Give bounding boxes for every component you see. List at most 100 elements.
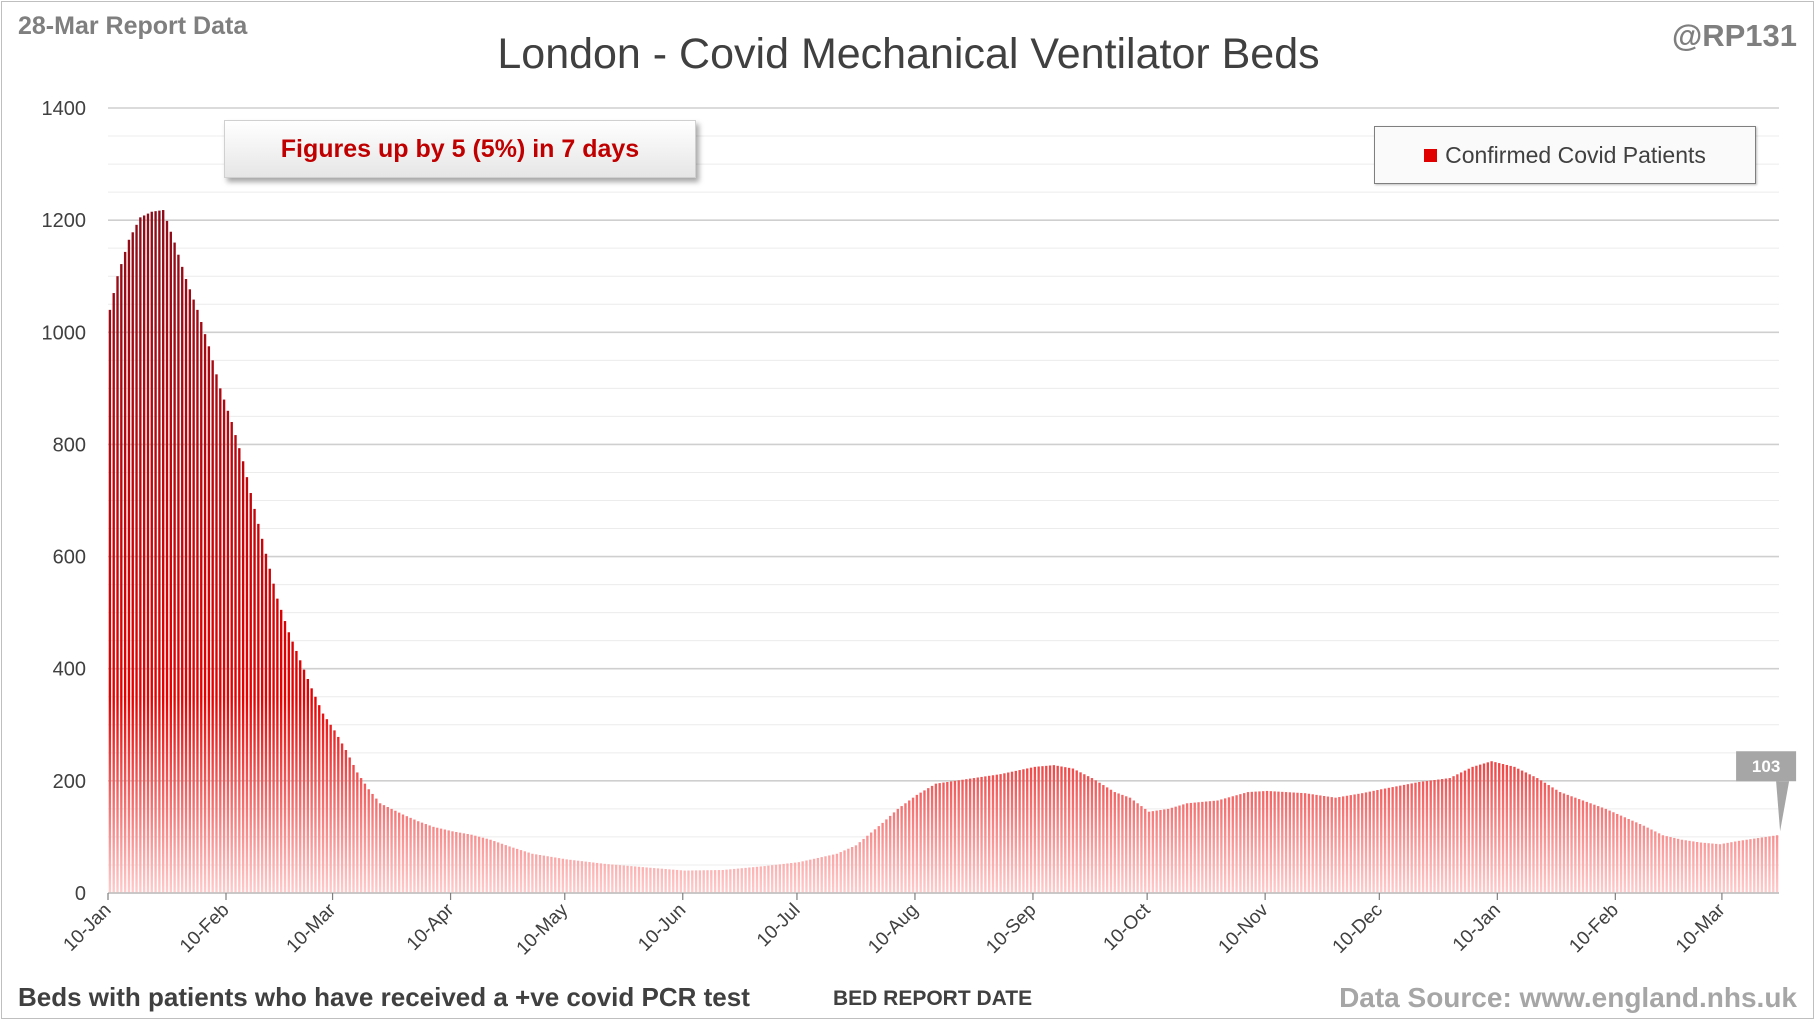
bar bbox=[340, 743, 344, 893]
bar bbox=[1463, 770, 1467, 893]
bar bbox=[653, 868, 656, 893]
x-tick-label: 10-Jul bbox=[753, 900, 804, 951]
bar bbox=[1090, 778, 1094, 893]
bar bbox=[1513, 766, 1516, 893]
bar bbox=[382, 805, 386, 893]
x-tick-label: 10-Dec bbox=[1329, 900, 1387, 958]
bar bbox=[1391, 787, 1394, 893]
bar bbox=[1045, 765, 1048, 893]
bar bbox=[420, 822, 424, 893]
bar bbox=[1144, 808, 1147, 893]
legend-label: Confirmed Covid Patients bbox=[1445, 141, 1706, 168]
bar bbox=[1718, 844, 1722, 893]
bar bbox=[1041, 766, 1044, 893]
bar bbox=[1680, 839, 1684, 893]
bar bbox=[1414, 782, 1417, 893]
bar bbox=[1265, 790, 1269, 893]
bar bbox=[295, 650, 298, 893]
bar bbox=[1471, 766, 1474, 893]
last-value-label: 103 bbox=[1752, 757, 1780, 776]
bar bbox=[873, 829, 877, 893]
bar bbox=[329, 724, 332, 893]
bar bbox=[702, 870, 705, 893]
bar bbox=[630, 866, 633, 893]
bar bbox=[241, 461, 245, 893]
bar bbox=[668, 869, 671, 893]
bar bbox=[1349, 795, 1352, 893]
x-tick-label: 10-Mar bbox=[283, 899, 341, 957]
bar bbox=[1322, 796, 1326, 893]
bar bbox=[1707, 843, 1710, 893]
bar bbox=[1593, 804, 1596, 893]
bar bbox=[1311, 794, 1314, 893]
bar bbox=[721, 870, 724, 893]
bar bbox=[995, 774, 998, 893]
bar bbox=[318, 705, 321, 893]
bar bbox=[150, 211, 153, 894]
bar bbox=[458, 832, 462, 893]
bar bbox=[192, 299, 195, 894]
x-tick-label: 10-Feb bbox=[1565, 900, 1622, 957]
bar bbox=[824, 856, 827, 893]
bar bbox=[1577, 799, 1581, 893]
bar bbox=[1235, 795, 1238, 893]
bar bbox=[1440, 779, 1444, 893]
bar bbox=[1372, 790, 1375, 893]
bar bbox=[1243, 793, 1246, 893]
bar bbox=[1528, 774, 1531, 893]
bar bbox=[1760, 837, 1764, 893]
y-tick-label: 400 bbox=[53, 659, 86, 681]
bar bbox=[1619, 815, 1623, 893]
bar bbox=[1014, 770, 1017, 893]
bar bbox=[1597, 806, 1600, 893]
bar bbox=[1357, 793, 1360, 893]
bar bbox=[805, 860, 808, 893]
bar bbox=[1482, 763, 1486, 893]
bar bbox=[1395, 786, 1398, 893]
bar bbox=[854, 845, 858, 893]
bar bbox=[976, 777, 979, 893]
bar bbox=[1585, 801, 1588, 893]
bar bbox=[489, 839, 492, 893]
bar bbox=[184, 279, 188, 893]
bar bbox=[1361, 793, 1364, 893]
bar bbox=[930, 785, 934, 893]
bar bbox=[165, 220, 169, 893]
bar bbox=[1730, 842, 1733, 893]
bar bbox=[812, 858, 816, 893]
bar bbox=[561, 858, 565, 893]
bar bbox=[1159, 810, 1162, 893]
bar bbox=[614, 864, 618, 893]
bar bbox=[207, 346, 211, 893]
bar bbox=[934, 783, 938, 893]
bar bbox=[1284, 792, 1288, 893]
bar bbox=[226, 410, 230, 893]
bar bbox=[538, 855, 542, 893]
bar bbox=[447, 830, 450, 893]
bar bbox=[908, 800, 911, 893]
bar bbox=[359, 778, 363, 893]
bar bbox=[953, 780, 957, 893]
bar bbox=[1768, 836, 1771, 893]
bar bbox=[1281, 791, 1284, 893]
bar bbox=[203, 334, 207, 893]
bar bbox=[622, 865, 625, 893]
bar bbox=[1699, 842, 1703, 893]
bar bbox=[1151, 811, 1155, 893]
bar bbox=[843, 850, 846, 893]
bar bbox=[211, 360, 214, 893]
bar bbox=[1433, 780, 1436, 893]
bar bbox=[302, 669, 306, 893]
bar bbox=[1105, 787, 1109, 893]
bar bbox=[782, 863, 785, 893]
bar bbox=[603, 863, 606, 893]
bar bbox=[1490, 761, 1493, 893]
bar bbox=[1452, 776, 1455, 893]
bar bbox=[1376, 790, 1379, 893]
bar bbox=[968, 778, 972, 893]
bar bbox=[710, 870, 713, 893]
bar bbox=[1695, 841, 1699, 893]
bar bbox=[1166, 808, 1170, 893]
bar bbox=[713, 870, 717, 893]
bar bbox=[786, 863, 789, 893]
